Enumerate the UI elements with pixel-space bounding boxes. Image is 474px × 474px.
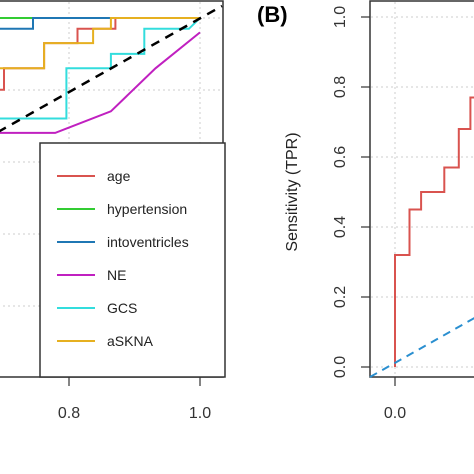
panel-b-series: [394, 96, 474, 367]
series-line-GCS: [0, 17, 201, 120]
panel-a-legend: age hypertension intoventricles NE GCS aSKNA: [57, 168, 189, 349]
y-tick-label-0.0: 0.0: [332, 356, 349, 378]
x-tick-label-1.0: 1.0: [189, 405, 211, 422]
y-tick-label-0.8: 0.8: [332, 76, 349, 98]
panel-b-y-axis: 0.0 0.2 0.4 0.6 0.8 1.0: [332, 6, 370, 378]
legend-label-hypertension: hypertension: [107, 201, 187, 217]
y-axis-title: Sensitivity (TPR): [284, 132, 301, 251]
panel-a-diagonal: [0, 4, 223, 133]
x-tick-label-b-0.0: 0.0: [384, 405, 406, 422]
series-line-NE: [0, 31, 201, 134]
roc-curve-b-0: [394, 96, 474, 367]
legend-label-NE: NE: [107, 267, 126, 283]
series-line-aSKNA: [0, 17, 200, 70]
y-tick-label-1.0: 1.0: [332, 6, 349, 28]
panel-label-b: (B): [257, 2, 288, 27]
panel-a-series: [0, 17, 201, 134]
series-line-intoventricles: [0, 17, 200, 30]
y-tick-label-0.4: 0.4: [332, 216, 349, 238]
legend-label-aSKNA: aSKNA: [107, 333, 154, 349]
y-tick-label-0.6: 0.6: [332, 146, 349, 168]
x-tick-label-0.8: 0.8: [58, 405, 80, 422]
legend-label-intoventricles: intoventricles: [107, 234, 189, 250]
legend-label-GCS: GCS: [107, 300, 137, 316]
panel-b-grid: [371, 2, 474, 376]
panel-b-plot-frame: [369, 0, 474, 378]
legend-label-age: age: [107, 168, 131, 184]
y-tick-label-0.2: 0.2: [332, 286, 349, 308]
legend-box: [39, 142, 226, 378]
panel-b-diagonal: [369, 317, 474, 378]
